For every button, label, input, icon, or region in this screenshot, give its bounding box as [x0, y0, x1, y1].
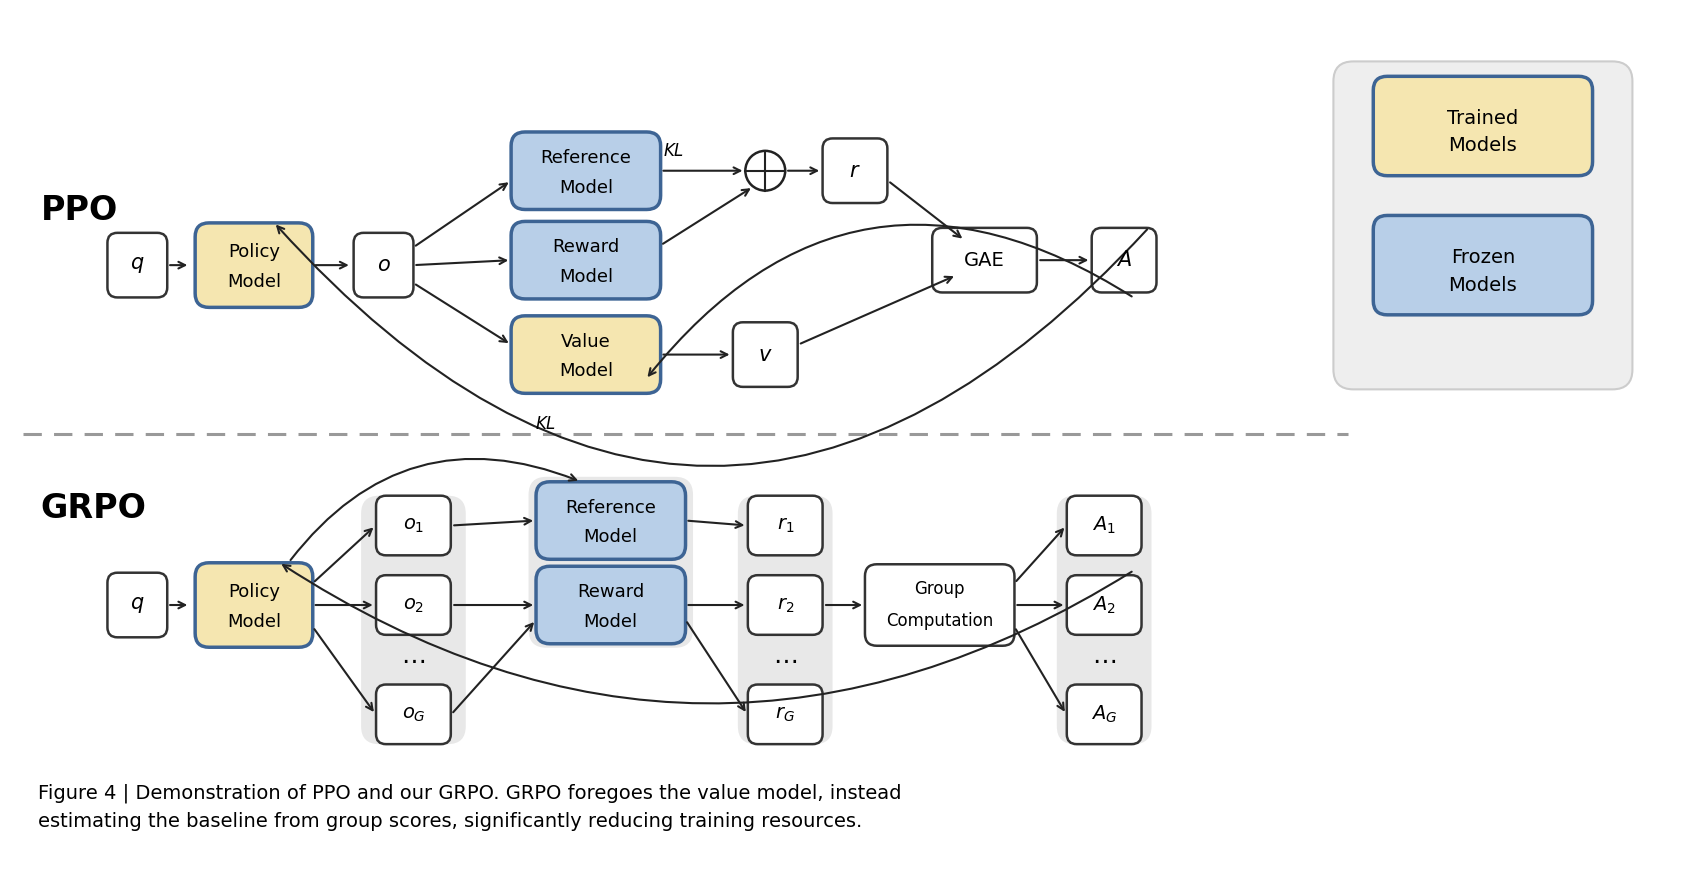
FancyBboxPatch shape: [1066, 685, 1141, 744]
Text: $A_1$: $A_1$: [1092, 515, 1116, 536]
Text: Policy: Policy: [228, 583, 280, 601]
Text: PPO: PPO: [41, 194, 117, 227]
Text: $KL$: $KL$: [662, 142, 684, 160]
FancyBboxPatch shape: [528, 477, 693, 648]
FancyBboxPatch shape: [537, 566, 686, 644]
Text: $\cdots$: $\cdots$: [773, 647, 798, 671]
FancyBboxPatch shape: [537, 482, 686, 560]
Text: Model: Model: [559, 179, 613, 197]
FancyBboxPatch shape: [511, 222, 661, 299]
Text: $r_1$: $r_1$: [776, 516, 795, 535]
Text: $r$: $r$: [849, 161, 861, 181]
FancyBboxPatch shape: [739, 495, 832, 744]
Text: Policy: Policy: [228, 243, 280, 261]
Text: $A_2$: $A_2$: [1092, 595, 1116, 616]
Text: $o_G$: $o_G$: [401, 704, 424, 724]
Text: $\cdots$: $\cdots$: [1092, 647, 1116, 671]
FancyBboxPatch shape: [734, 322, 798, 387]
Text: $r_2$: $r_2$: [776, 595, 795, 614]
Text: GAE: GAE: [964, 250, 1005, 270]
Text: $q$: $q$: [131, 595, 144, 615]
FancyBboxPatch shape: [1056, 495, 1151, 744]
FancyBboxPatch shape: [747, 685, 822, 744]
FancyBboxPatch shape: [1066, 575, 1141, 635]
FancyBboxPatch shape: [1374, 215, 1593, 315]
FancyBboxPatch shape: [1374, 76, 1593, 176]
Text: $v$: $v$: [757, 344, 773, 365]
FancyBboxPatch shape: [511, 316, 661, 393]
Text: Figure 4 | Demonstration of PPO and our GRPO. GRPO foregoes the value model, ins: Figure 4 | Demonstration of PPO and our …: [37, 783, 902, 831]
FancyBboxPatch shape: [932, 228, 1037, 292]
Text: Model: Model: [228, 273, 280, 291]
FancyBboxPatch shape: [1092, 228, 1156, 292]
Text: Model: Model: [584, 528, 638, 546]
FancyBboxPatch shape: [362, 495, 465, 744]
Text: Computation: Computation: [886, 611, 993, 630]
FancyBboxPatch shape: [864, 564, 1014, 645]
FancyBboxPatch shape: [375, 495, 450, 555]
Text: $o_2$: $o_2$: [402, 595, 424, 614]
Text: $o_1$: $o_1$: [402, 516, 424, 535]
FancyBboxPatch shape: [107, 232, 166, 298]
Text: Reference: Reference: [540, 148, 632, 167]
FancyBboxPatch shape: [195, 223, 312, 308]
FancyBboxPatch shape: [1066, 495, 1141, 555]
Text: $KL$: $KL$: [535, 415, 557, 433]
Text: $A_G$: $A_G$: [1092, 704, 1117, 725]
FancyBboxPatch shape: [747, 575, 822, 635]
Text: Model: Model: [584, 613, 638, 631]
Text: $o$: $o$: [377, 255, 391, 275]
FancyBboxPatch shape: [375, 575, 450, 635]
FancyBboxPatch shape: [353, 232, 413, 298]
FancyBboxPatch shape: [511, 132, 661, 209]
FancyBboxPatch shape: [747, 495, 822, 555]
Text: $r_G$: $r_G$: [776, 704, 795, 724]
Text: Reference: Reference: [565, 499, 655, 517]
FancyBboxPatch shape: [195, 563, 312, 647]
Text: Model: Model: [559, 362, 613, 381]
Text: Models: Models: [1448, 137, 1518, 156]
Text: Models: Models: [1448, 275, 1518, 294]
Text: Reward: Reward: [577, 583, 645, 601]
Text: Frozen: Frozen: [1450, 248, 1515, 266]
Text: Reward: Reward: [552, 238, 620, 257]
FancyBboxPatch shape: [107, 573, 166, 637]
Circle shape: [745, 151, 784, 190]
Text: Model: Model: [559, 268, 613, 286]
Text: Trained: Trained: [1447, 108, 1518, 128]
Text: GRPO: GRPO: [41, 492, 146, 525]
FancyBboxPatch shape: [1333, 62, 1632, 390]
Text: Model: Model: [228, 613, 280, 631]
Text: $q$: $q$: [131, 255, 144, 275]
FancyBboxPatch shape: [822, 139, 888, 203]
Text: $A$: $A$: [1116, 250, 1133, 270]
Text: $\cdots$: $\cdots$: [401, 647, 426, 671]
FancyBboxPatch shape: [375, 685, 450, 744]
Text: Value: Value: [560, 333, 611, 350]
Text: Group: Group: [915, 580, 964, 598]
